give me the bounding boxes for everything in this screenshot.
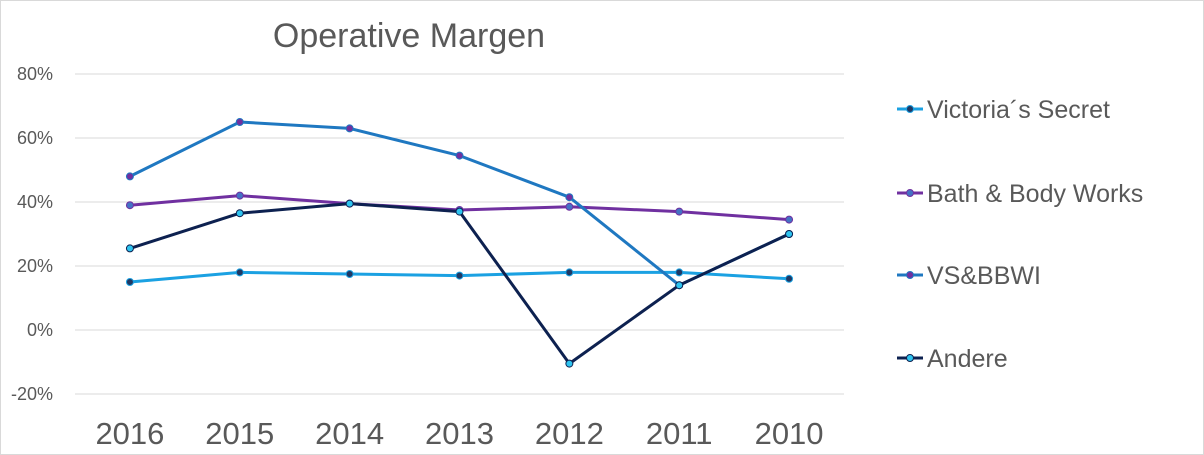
legend-marker-swatch [906, 271, 914, 279]
series-line [129, 120, 790, 287]
y-axis-ticks: 80% 60% 40% 20% 0% -20% [11, 64, 53, 404]
y-tick-label: 80% [17, 64, 53, 84]
data-point [785, 230, 794, 238]
x-tick-label: 2011 [646, 416, 713, 451]
data-point [125, 244, 134, 253]
series-line [129, 202, 790, 366]
data-point [125, 201, 134, 210]
grid-layer [75, 73, 844, 395]
series-group [125, 268, 794, 286]
data-point [125, 172, 134, 181]
data-point [235, 209, 244, 218]
data-point [565, 359, 574, 368]
data-point [565, 268, 574, 277]
legend-item: VS&BBWI [897, 262, 1041, 290]
legend-marker-swatch [906, 354, 914, 362]
y-tick-label: 0% [27, 320, 53, 340]
legend-label: Victoria´s Secret [927, 96, 1110, 124]
legend-item: Victoria´s Secret [897, 96, 1110, 124]
y-tick-label: 20% [17, 256, 53, 276]
data-point [345, 124, 354, 133]
x-tick-label: 2010 [755, 416, 824, 451]
data-point [235, 268, 244, 277]
legend-marker-swatch [906, 189, 914, 197]
data-point [345, 270, 354, 278]
legend-label: Bath & Body Works [927, 180, 1143, 208]
data-point [785, 215, 794, 224]
x-tick-label: 2012 [535, 416, 604, 451]
series-group [125, 199, 794, 368]
legend-item: Andere [897, 345, 1008, 373]
data-point [565, 193, 574, 202]
x-axis-ticks: 2016 2015 2014 2013 2012 2011 2010 [95, 416, 823, 451]
data-point [235, 191, 244, 200]
x-tick-label: 2013 [425, 416, 494, 451]
data-point [675, 281, 684, 290]
y-tick-label: 40% [17, 192, 53, 212]
data-point [675, 268, 684, 277]
legend-label: VS&BBWI [927, 262, 1041, 290]
data-point [125, 278, 134, 286]
y-tick-label: 60% [17, 128, 53, 148]
chart-title: Operative Margen [273, 17, 545, 55]
series-group [125, 118, 794, 290]
y-tick-label: -20% [11, 384, 53, 404]
data-point [455, 151, 464, 160]
x-tick-label: 2015 [205, 416, 274, 451]
legend-label: Andere [927, 345, 1008, 373]
data-point [455, 207, 464, 216]
data-point [345, 199, 354, 208]
legend-item: Bath & Body Works [897, 180, 1143, 208]
data-point [235, 118, 244, 126]
x-tick-label: 2016 [95, 416, 164, 451]
legend: Victoria´s Secret Bath & Body Works VS&BBW… [897, 96, 1143, 373]
series-layer [125, 118, 794, 368]
data-point [565, 202, 574, 211]
data-point [785, 274, 794, 283]
x-tick-label: 2014 [315, 416, 384, 451]
legend-marker-swatch [906, 105, 914, 113]
data-point [675, 207, 684, 216]
data-point [455, 271, 464, 280]
